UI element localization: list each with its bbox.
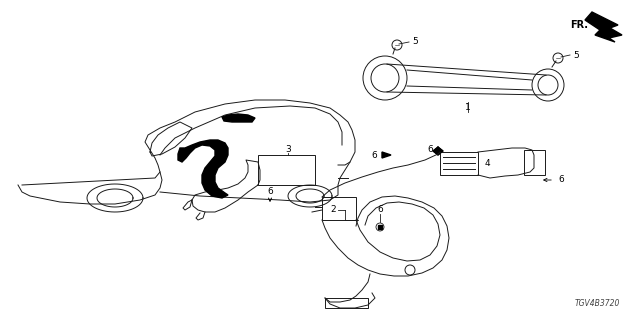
Polygon shape <box>433 147 443 155</box>
Text: 6: 6 <box>371 150 377 159</box>
Text: 1: 1 <box>465 103 471 113</box>
Polygon shape <box>378 225 382 229</box>
Polygon shape <box>222 114 255 122</box>
Polygon shape <box>178 140 228 198</box>
Text: 4: 4 <box>485 158 491 167</box>
Text: FR.: FR. <box>570 20 588 30</box>
Text: 6: 6 <box>377 205 383 214</box>
Text: 6: 6 <box>558 175 564 185</box>
Polygon shape <box>585 12 622 42</box>
Text: TGV4B3720: TGV4B3720 <box>575 299 620 308</box>
Text: 5: 5 <box>412 36 418 45</box>
Text: 6: 6 <box>267 188 273 196</box>
Text: 6: 6 <box>427 146 433 155</box>
Text: 2: 2 <box>330 205 336 214</box>
Polygon shape <box>382 152 391 158</box>
Text: 3: 3 <box>285 146 291 155</box>
Text: 5: 5 <box>573 51 579 60</box>
